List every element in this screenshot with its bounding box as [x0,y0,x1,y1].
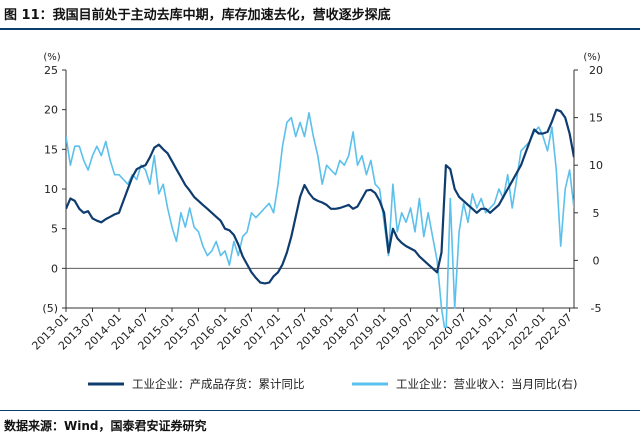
footer-divider [0,410,640,411]
right-tick-label: 15 [589,112,603,125]
right-tick-label: -5 [591,302,602,315]
inventory-series-line [66,108,574,285]
line-chart: (%) (%)2520151050(5)20151050-52013-012013… [29,52,603,391]
right-axis-unit: (%) [583,52,600,63]
left-tick-label: 20 [44,104,58,117]
left-axis-unit: (%) [43,52,60,63]
chart-legend: 工业企业：产成品存货：累计同比 工业企业：营业收入：当月同比(右) [88,377,577,391]
right-tick-label: 5 [593,207,600,220]
left-tick-label: (5) [42,302,58,315]
right-tick-label: 0 [593,254,600,267]
legend-label-inventory: 工业企业：产成品存货：累计同比 [132,377,305,391]
right-tick-label: 20 [589,64,603,77]
left-tick-label: 10 [44,183,58,196]
title-divider [0,28,640,30]
left-tick-label: 15 [44,143,58,156]
legend-label-revenue: 工业企业：营业收入：当月同比(右) [396,377,577,391]
chart-axes: (%) (%)2520151050(5)20151050-52013-012013… [29,52,603,353]
left-tick-label: 0 [51,262,58,275]
chart-series [66,108,574,328]
data-source: 数据来源：Wind，国泰君安证券研究 [4,419,207,433]
left-tick-label: 5 [51,223,58,236]
left-tick-label: 25 [44,64,58,77]
revenue-series-line [66,112,574,328]
figure-title: 图 11：我国目前处于主动去库中期，库存加速去化，营收逐步探底 [4,8,391,23]
right-tick-label: 10 [589,159,603,172]
